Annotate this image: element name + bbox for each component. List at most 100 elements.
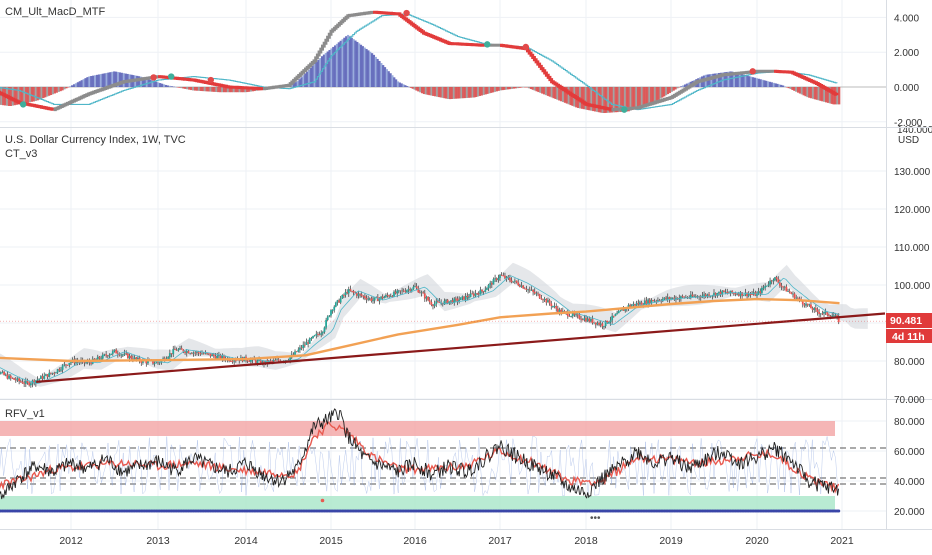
macd-histogram-bar-negative (493, 87, 497, 92)
macd-histogram-bar-positive (86, 77, 89, 87)
macd-histogram-bar-positive (309, 67, 312, 87)
macd-histogram-bar-negative (529, 87, 532, 90)
price-candle-down (351, 290, 353, 292)
price-candle-up (196, 351, 198, 353)
macd-histogram-bar-positive (783, 86, 787, 87)
rfv-panel[interactable]: RFV_v1 ••• (0, 408, 886, 524)
macd-histogram-bar-negative (508, 87, 512, 90)
price-candle-down (229, 360, 232, 362)
price-candle-down (810, 304, 812, 309)
macd-histogram-bar-positive (149, 79, 152, 87)
price-candle-up (158, 362, 161, 364)
macd-histogram-bar-negative (236, 87, 239, 93)
macd-cross-marker (403, 9, 410, 17)
price-panel[interactable]: U.S. Dollar Currency Index, 1W, TVC CT_v… (0, 125, 932, 388)
last-price-tag (886, 313, 932, 328)
macd-histogram-bar-negative (663, 87, 666, 97)
rfv-more-label[interactable]: ••• (590, 513, 601, 524)
price-candle-up (703, 294, 705, 296)
price-candle-down (490, 282, 493, 285)
price-candle-up (487, 284, 490, 289)
price-candle-up (39, 376, 42, 379)
price-candle-up (276, 359, 278, 361)
macd-histogram-bar-positive (311, 65, 314, 87)
macd-histogram-bar-negative (592, 87, 595, 112)
price-candle-down (691, 294, 694, 297)
price-candle-down (714, 292, 717, 296)
macd-histogram-bar-positive (717, 72, 721, 87)
price-candle-up (153, 363, 156, 365)
price-candle-up (110, 353, 113, 355)
price-candle-down (145, 360, 148, 364)
price-candle-up (792, 293, 794, 295)
price-candle-down (785, 286, 788, 292)
price-candle-down (206, 352, 208, 354)
macd-histogram-bar-negative (541, 87, 544, 94)
support-trendline[interactable] (36, 312, 886, 383)
price-candle-down (782, 286, 785, 288)
macd-histogram-bar-negative (21, 87, 24, 104)
price-candle-up (756, 293, 758, 296)
rfv-signal-dot (837, 509, 841, 513)
price-candle-down (655, 300, 658, 302)
macd-histogram-bar-negative (657, 87, 660, 100)
price-candle-up (736, 294, 739, 296)
macd-histogram-bar-negative (492, 87, 495, 93)
price-candle-up (36, 379, 39, 381)
price-candle-down (517, 282, 520, 286)
macd-histogram-bar-positive (682, 85, 685, 87)
price-candle-up (96, 356, 99, 360)
price-candle-up (543, 298, 546, 301)
price-candle-up (16, 378, 19, 381)
price-candle-up (611, 315, 614, 321)
macd-histogram-bar-negative (640, 87, 643, 107)
price-candle-up (0, 372, 2, 374)
price-candle-down (182, 349, 185, 352)
macd-histogram-bar-negative (67, 87, 70, 88)
macd-histogram-bar-negative (665, 87, 668, 96)
macd-histogram-bar-negative (226, 87, 230, 93)
macd-histogram-bar-positive (768, 81, 772, 87)
price-y-tick-label: 130.000 (894, 167, 931, 178)
macd-histogram-bar-negative (195, 87, 199, 91)
price-long-ma-line (0, 297, 840, 363)
price-candle-down (125, 353, 128, 355)
price-candle-down (502, 275, 505, 277)
price-candle-up (250, 359, 252, 362)
macd-histogram-bar-positive (735, 72, 738, 87)
macd-histogram-bar-positive (759, 79, 762, 87)
macd-histogram-bar-negative (670, 87, 673, 92)
price-currency-label: USD (898, 135, 919, 146)
price-candle-up (29, 383, 32, 386)
price-candle-up (819, 313, 822, 315)
macd-panel[interactable]: CM_Ult_MacD_MTF (0, 6, 886, 114)
price-panel-subtitle: CT_v3 (5, 148, 37, 160)
macd-histogram-bar-positive (292, 82, 296, 87)
price-candle-down (180, 348, 183, 350)
price-candle-down (170, 353, 173, 355)
macd-histogram-bar-negative (34, 87, 37, 102)
macd-histogram-bar-positive (378, 60, 381, 87)
time-axis[interactable]: 2012 2013 2014 2015 2016 2017 2018 2019 2020 2021 (59, 535, 854, 547)
price-candle-up (752, 292, 755, 295)
price-candle-up (643, 300, 646, 305)
price-candle-down (836, 315, 838, 317)
macd-histogram-bar-negative (53, 87, 57, 94)
price-candle-down (231, 360, 234, 362)
macd-histogram-bar-negative (651, 87, 655, 104)
y-axes[interactable]: 4.000 2.000 0.000 -2.000 130.000 120.000 110.0… (894, 13, 931, 518)
macd-histogram-bar-positive (369, 51, 372, 87)
macd-histogram-bar-positive (407, 86, 411, 88)
macd-cross-marker (749, 68, 756, 75)
macd-histogram-bar-negative (599, 87, 602, 113)
price-candle-up (211, 354, 214, 357)
macd-histogram-bar-negative (622, 87, 625, 112)
macd-histogram-bar-negative (495, 87, 498, 92)
price-candle-up (479, 289, 482, 295)
price-candle-up (757, 291, 760, 294)
price-candle-up (744, 292, 747, 295)
macd-line-rising (611, 69, 774, 112)
macd-histogram-bar-positive (772, 82, 775, 87)
price-candle-up (468, 297, 470, 298)
